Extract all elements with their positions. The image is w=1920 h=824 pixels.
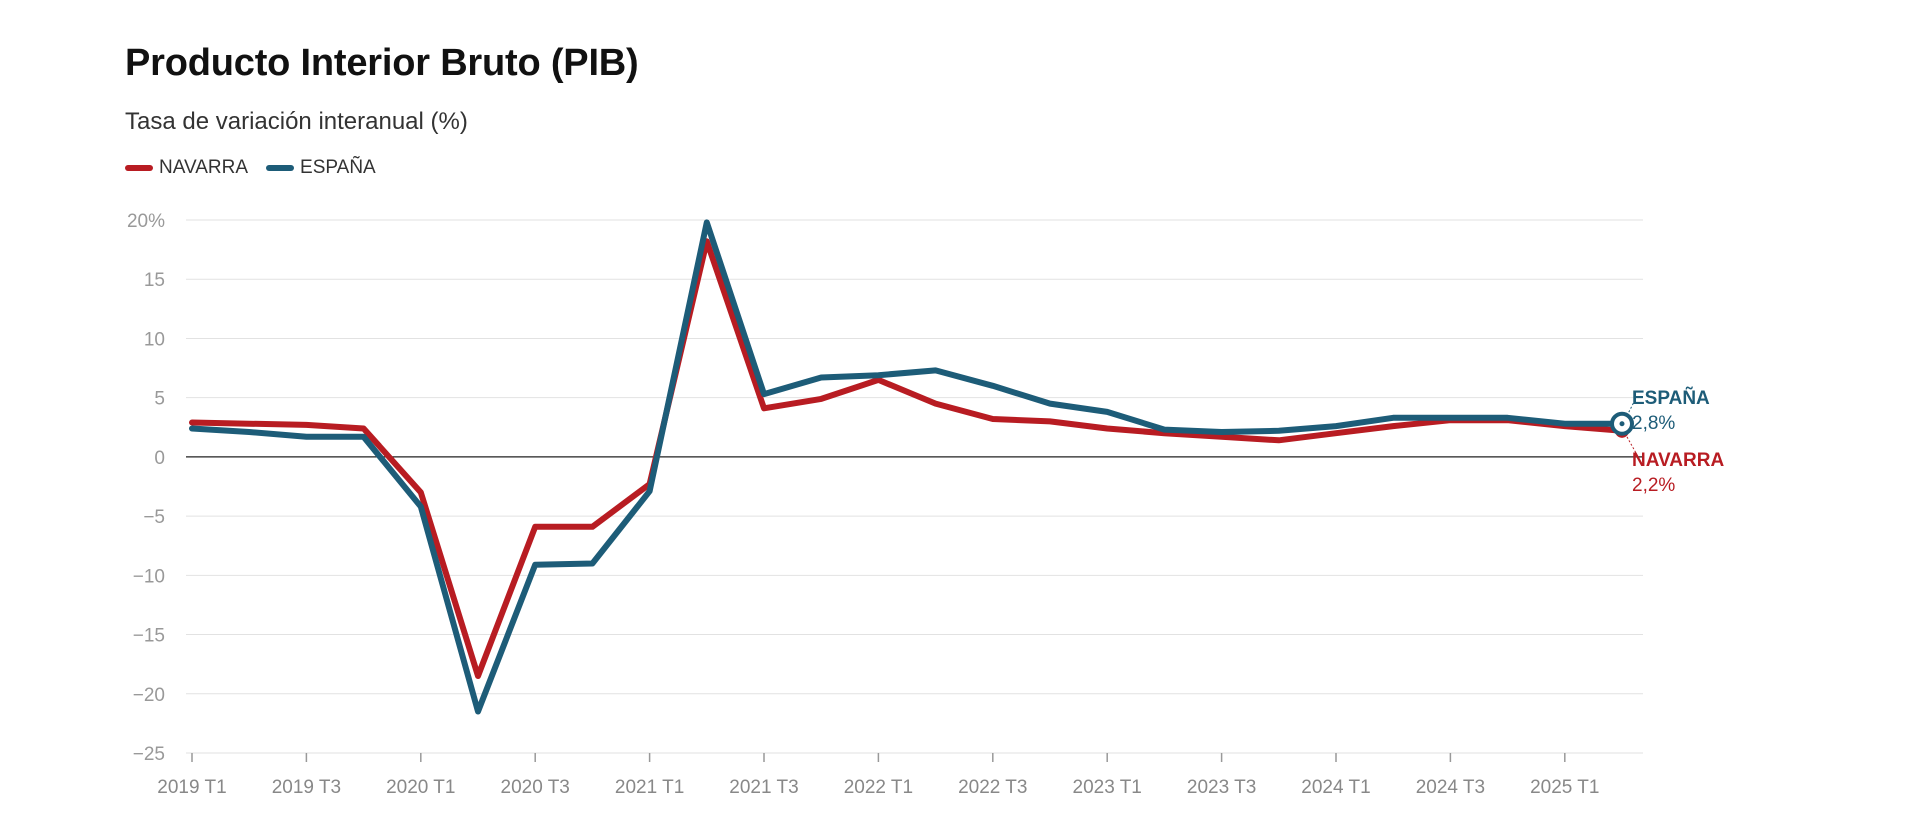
x-tick-label: 2022 T3	[958, 777, 1027, 798]
y-tick-label: 10	[144, 329, 165, 350]
chart-legend: NAVARRA ESPAÑA	[125, 157, 376, 179]
x-tick-label: 2024 T1	[1301, 777, 1370, 798]
x-tick-label: 2021 T3	[729, 777, 798, 798]
legend-label-espana: ESPAÑA	[300, 157, 376, 178]
series-line-navarra	[189, 238, 1625, 679]
y-tick-label: −20	[133, 685, 165, 706]
y-tick-label: −5	[143, 507, 165, 528]
espana-end-value: 2,8%	[1632, 413, 1675, 434]
chart-subtitle: Tasa de variación interanual (%)	[125, 108, 468, 135]
endpoint-marker-espana-dot	[1619, 421, 1625, 427]
y-tick-label: 20%	[127, 211, 165, 232]
legend-item-espana: ESPAÑA	[266, 157, 376, 179]
navarra-end-value: 2,2%	[1632, 475, 1675, 496]
y-tick-label: 15	[144, 270, 165, 291]
y-tick-label: −10	[133, 566, 165, 587]
navarra-end-name: NAVARRA	[1632, 450, 1724, 471]
chart-title: Producto Interior Bruto (PIB)	[125, 42, 639, 84]
y-tick-label: 0	[154, 448, 165, 469]
espana-label-leader	[1626, 397, 1637, 416]
x-tick-label: 2024 T3	[1416, 777, 1485, 798]
y-tick-label: −15	[133, 626, 165, 647]
x-tick-label: 2023 T3	[1187, 777, 1256, 798]
x-tick-label: 2019 T3	[272, 777, 341, 798]
legend-item-navarra: NAVARRA	[125, 157, 248, 179]
x-tick-label: 2025 T1	[1530, 777, 1599, 798]
navarra-label-leader	[1626, 436, 1637, 454]
legend-swatch-navarra	[125, 165, 153, 171]
espana-end-name: ESPAÑA	[1632, 387, 1710, 409]
x-tick-label: 2021 T1	[615, 777, 684, 798]
x-tick-label: 2022 T1	[844, 777, 913, 798]
legend-swatch-espana	[266, 165, 295, 171]
y-tick-label: 5	[154, 389, 165, 410]
series-line-espana	[189, 219, 1625, 715]
x-tick-label: 2020 T3	[501, 777, 570, 798]
x-tick-label: 2023 T1	[1073, 777, 1142, 798]
x-tick-label: 2019 T1	[157, 777, 226, 798]
y-tick-label: −25	[133, 744, 165, 765]
legend-label-navarra: NAVARRA	[159, 157, 249, 178]
x-tick-label: 2020 T1	[386, 777, 455, 798]
